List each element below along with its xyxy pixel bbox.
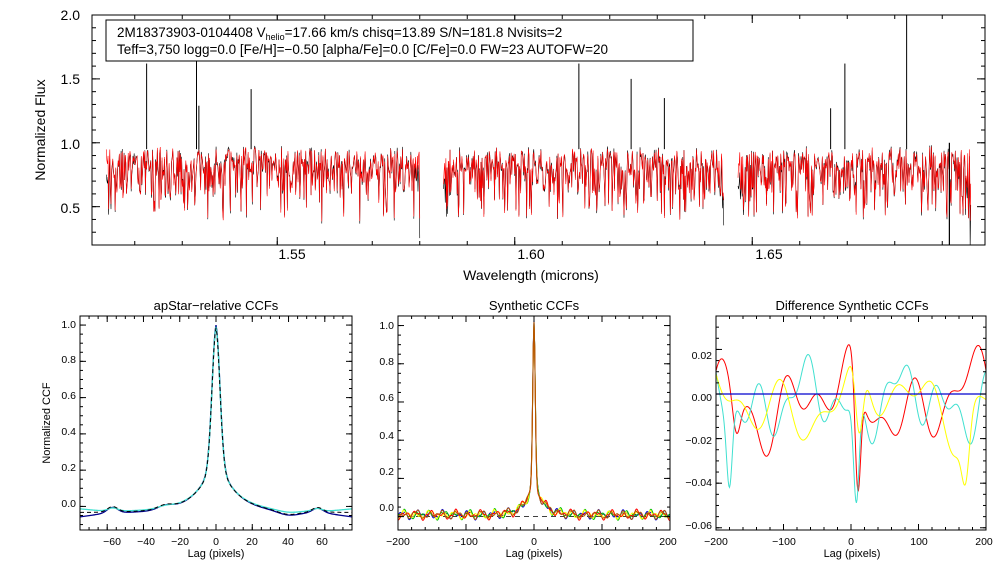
synthetic-xtick-label: −100	[454, 536, 478, 548]
synthetic-ccf-line-5	[398, 321, 670, 520]
difference-ytick-label: −0.06	[685, 520, 712, 532]
apstar-xtick-label: 20	[246, 536, 258, 548]
synthetic-axes-frame	[397, 315, 671, 531]
difference-ytick-label: −0.04	[685, 477, 712, 489]
synthetic-xtick-label: 0	[531, 536, 537, 548]
apstar-ytick-label: 0.0	[61, 498, 76, 510]
synthetic-ticks	[397, 316, 671, 530]
spectrum-ytick-label: 1.5	[61, 71, 81, 87]
apstar-xlabel: Lag (pixels)	[188, 548, 245, 560]
spectrum-ylabel: Normalized Flux	[32, 79, 48, 180]
synthetic-ccf-line-3	[398, 322, 670, 520]
panel-series-group	[398, 319, 670, 521]
apstar-xtick-label: 0	[213, 536, 219, 548]
synthetic-ytick-label: 0.4	[379, 430, 394, 442]
spectrum-xtick-label: 1.60	[517, 246, 544, 262]
apstar-xtick-label: −20	[171, 536, 189, 548]
spectrum-xtick-label: 1.55	[278, 246, 305, 262]
panel-series-group	[716, 344, 986, 503]
apstar-xtick-label: −40	[137, 536, 155, 548]
annotation-frame	[105, 19, 694, 62]
spectrum-xtick-label: 1.65	[755, 246, 782, 262]
apstar-xtick-label: 60	[316, 536, 328, 548]
spectrum-ticks	[92, 14, 985, 245]
difference-xtick-label: 200	[975, 536, 993, 548]
model-spectrum-line	[105, 146, 421, 222]
spectrum-ytick-label: 1.0	[61, 136, 81, 152]
synthetic-ytick-label: 0.0	[379, 502, 394, 514]
difference-ytick-label: 0.00	[692, 392, 713, 404]
ccf-panel-synthetic: Synthetic CCFs Lag (pixels) −200 −100 0 …	[379, 298, 677, 560]
difference-xtick-label: −100	[772, 536, 796, 548]
synthetic-xtick-label: 200	[659, 536, 677, 548]
model-spectrum-line	[443, 147, 725, 220]
spectrum-xlabel: Wavelength (microns)	[463, 267, 599, 283]
annotation-subscript: helio	[266, 32, 285, 42]
model-spectrum-line	[737, 146, 972, 221]
difference-ytick-label: −0.02	[685, 435, 712, 447]
apstar-ccf-line-2	[80, 326, 352, 513]
apstar-ytick-label: 0.6	[61, 390, 76, 402]
difference-ccf-line-1	[716, 344, 986, 492]
apstar-ticks	[80, 316, 352, 530]
apstar-axes-frame	[79, 315, 353, 531]
synthetic-xlabel: Lag (pixels)	[506, 548, 563, 560]
synthetic-xtick-label: 100	[593, 536, 611, 548]
difference-xtick-label: 0	[848, 536, 854, 548]
synthetic-ccf-title: Synthetic CCFs	[489, 298, 580, 313]
difference-ccf-line-3	[716, 366, 986, 486]
apstar-ccf-line-3	[80, 327, 352, 515]
synthetic-ytick-label: 0.6	[379, 392, 394, 404]
difference-ytick-label: 0.02	[692, 350, 713, 362]
ccf-panel-apstar: apStar−relative CCFs Lag (pixels) Normal…	[41, 298, 353, 560]
synthetic-ytick-label: 0.8	[379, 356, 394, 368]
difference-ccf-title: Difference Synthetic CCFs	[776, 298, 929, 313]
spectrum-ytick-label: 0.5	[61, 200, 81, 216]
annotation-line-1: 2M18373903-0104408 Vhelio=17.66 km/s chi…	[117, 25, 562, 42]
panel-series-group	[80, 324, 352, 518]
synthetic-ccf-line-1	[398, 319, 670, 521]
synthetic-ytick-label: 0.2	[379, 466, 394, 478]
synthetic-xtick-label: −200	[386, 536, 410, 548]
apstar-ytick-label: 0.4	[61, 426, 76, 438]
spectrum-annotation-box: 2M18373903-0104408 Vhelio=17.66 km/s chi…	[105, 19, 694, 62]
apstar-xtick-label: 40	[282, 536, 294, 548]
synthetic-ccf-line-4	[398, 321, 670, 521]
difference-xlabel: Lag (pixels)	[824, 548, 881, 560]
synthetic-ccf-data-layer	[398, 319, 670, 521]
spectrum-panel: 1.55 1.60 1.65 0.5 1.0 1.5 2.0 Wavelengt…	[32, 7, 986, 283]
apstar-ylabel: Normalized CCF	[41, 382, 53, 464]
apstar-ccf-line-1	[80, 324, 352, 518]
difference-xtick-label: −200	[704, 536, 728, 548]
apstar-ytick-label: 0.2	[61, 462, 76, 474]
apstar-ccf-title: apStar−relative CCFs	[154, 298, 279, 313]
difference-xtick-label: 100	[910, 536, 928, 548]
difference-ticks	[715, 316, 987, 530]
annotation-line-2: Teff=3,750 logg=0.0 [Fe/H]=−0.50 [alpha/…	[117, 42, 608, 57]
apstar-ytick-label: 0.8	[61, 354, 76, 366]
synthetic-ytick-label: 1.0	[379, 320, 394, 332]
observed-spectrum-line	[443, 146, 725, 226]
annotation-star-id: 2M18373903-0104408 V	[117, 25, 266, 40]
apstar-ccf-data-layer	[80, 324, 352, 518]
spectrum-ytick-label: 2.0	[61, 7, 81, 23]
ccf-panel-difference: Difference Synthetic CCFs Lag (pixels) −…	[685, 298, 992, 560]
synthetic-ccf-line-2	[398, 322, 670, 521]
difference-ccf-data-layer	[716, 344, 986, 503]
apstar-ytick-label: 1.0	[61, 319, 76, 331]
annotation-stats: =17.66 km/s chisq=13.89 S/N=181.8 Nvisit…	[285, 25, 563, 40]
apstar-xtick-label: −60	[103, 536, 121, 548]
spectrum-data-layer	[105, 15, 972, 245]
spectrum-series-group	[105, 15, 972, 245]
